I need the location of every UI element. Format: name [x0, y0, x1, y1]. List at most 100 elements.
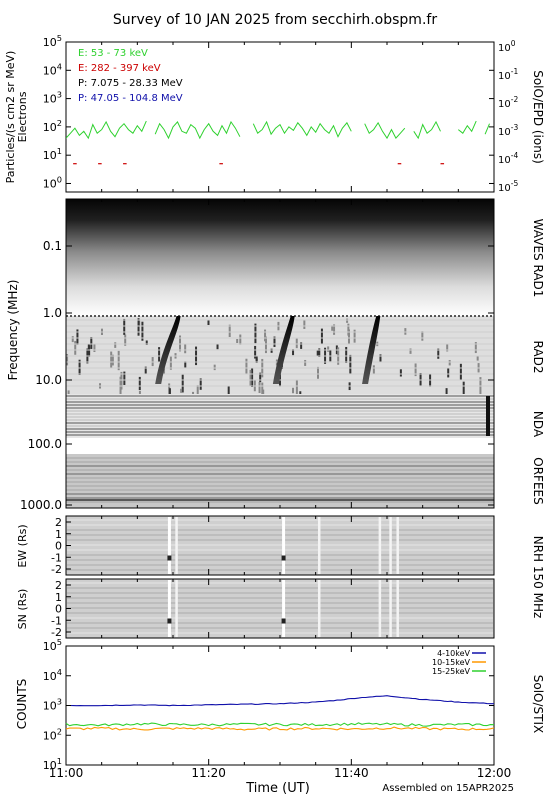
- rad2-feature: [300, 342, 303, 349]
- nrh-source: [167, 618, 172, 624]
- rad2-feature: [278, 370, 281, 387]
- nrh-sn-ylabel: SN (Rs): [16, 589, 29, 630]
- rad2-feature: [76, 329, 79, 345]
- particles-y2-tick-label: 10-3: [498, 123, 518, 138]
- rad2-feature: [379, 354, 382, 363]
- stix-right-title: SolO/STIX: [531, 675, 545, 734]
- rad2-feature: [168, 388, 171, 397]
- rad2-feature: [316, 366, 319, 379]
- stix-y-tick-label: 104: [43, 667, 62, 683]
- rad2-feature: [137, 318, 140, 336]
- rad2-feature: [158, 347, 161, 363]
- radio-y-tick-label: 1.0: [43, 306, 62, 320]
- radio-y-tick-label: 0.1: [43, 239, 62, 253]
- particles-y-tick-label: 102: [43, 118, 62, 134]
- rad2-feature: [459, 363, 462, 381]
- stix-y-tick-label: 103: [43, 697, 62, 713]
- nrh-y-tick-label: -1: [51, 551, 62, 564]
- rad2-feature: [117, 350, 120, 371]
- rad2-feature: [446, 343, 449, 352]
- rad2-feature: [327, 346, 330, 352]
- nrh-y-tick-label: 0: [55, 603, 62, 616]
- rad2-feature: [264, 336, 267, 354]
- rad2-feature: [78, 359, 81, 376]
- nrh-y-tick-label: 1: [55, 528, 62, 541]
- particles-y2-tick-label: 10-5: [498, 179, 518, 194]
- nrh-y-tick-label: -2: [51, 626, 62, 639]
- type-iii-burst: [272, 316, 295, 384]
- legend-e-high: E: 282 - 397 keV: [78, 63, 161, 74]
- stix-y-tick-label: 105: [43, 637, 62, 653]
- rad2-feature: [347, 329, 350, 345]
- time-tick-label: 11:40: [334, 766, 369, 780]
- rad2-feature: [421, 331, 424, 341]
- rad2-feature: [399, 369, 402, 377]
- particles-y-tick-label: 100: [43, 174, 62, 190]
- rad2-feature: [349, 354, 352, 374]
- rad2-feature: [372, 365, 375, 374]
- radio-y-tick-label: 10.0: [35, 373, 62, 387]
- rad2-feature: [207, 320, 210, 326]
- particles-y2-tick-label: 10-1: [498, 67, 518, 82]
- rad2-feature: [138, 376, 141, 391]
- rad2-feature: [479, 377, 482, 396]
- rad2-feature: [414, 363, 417, 377]
- rad2-feature: [145, 340, 148, 345]
- rad2-feature: [213, 364, 216, 371]
- rad2-feature: [353, 329, 356, 343]
- rad2-feature: [90, 337, 93, 349]
- rad2-feature: [87, 344, 90, 354]
- particles-y2-tick-label: 100: [498, 39, 516, 54]
- rad2-feature: [179, 335, 182, 352]
- particles-ylabel: Particles/(s cm2 sr MeV): [4, 51, 17, 184]
- series-e-low-line: [364, 121, 406, 140]
- rad2-feature: [254, 345, 257, 359]
- series-e-low-line: [66, 120, 147, 140]
- rad2-feature: [236, 339, 239, 344]
- label-rad2: RAD2: [531, 341, 545, 374]
- series-e-low-line: [413, 120, 441, 140]
- orfees-spectrogram: [66, 454, 494, 508]
- radio-y-tick-label: 100.0: [28, 437, 62, 451]
- rad2-feature: [111, 354, 114, 366]
- rad2-feature: [141, 321, 144, 341]
- legend-p-low: P: 7.075 - 28.33 MeV: [78, 78, 183, 89]
- rad2-feature: [437, 348, 440, 359]
- particles-ylabel-electrons: Electrons: [16, 91, 29, 142]
- legend-e-low: E: 53 - 73 keV: [78, 48, 148, 59]
- rad2-feature: [254, 323, 257, 344]
- rad2-feature: [264, 329, 267, 342]
- particles-y-tick-label: 103: [43, 90, 62, 106]
- rad2-feature: [93, 344, 96, 353]
- rad2-feature: [184, 361, 187, 368]
- stix-legend-15-25: 15-25keV: [432, 667, 471, 676]
- particles-panel: [65, 41, 495, 193]
- rad2-feature: [239, 334, 242, 345]
- nrh-y-tick-label: -1: [51, 614, 62, 627]
- stix-series-line: [65, 722, 495, 727]
- rad2-feature: [259, 372, 262, 383]
- particles-y2-tick-label: 10-4: [498, 151, 518, 166]
- label-orfees: ORFEES: [531, 457, 545, 504]
- rad2-feature: [123, 371, 126, 385]
- label-nda: NDA: [531, 411, 545, 438]
- rad2-feature: [447, 367, 450, 378]
- stix-ylabel: COUNTS: [15, 679, 29, 730]
- rad2-feature: [331, 325, 334, 331]
- rad2-feature: [448, 360, 451, 366]
- assembled-footer: Assembled on 15APR2025: [382, 783, 514, 794]
- stix-y-tick-label: 101: [43, 756, 62, 772]
- nrh-ew-ylabel: EW (Rs): [16, 524, 29, 567]
- rad2-feature: [292, 387, 295, 394]
- rad2-feature: [345, 346, 348, 363]
- rad2-feature: [295, 379, 298, 397]
- label-waves-rad1: WAVES RAD1: [531, 219, 545, 298]
- radio-gap: [66, 438, 494, 454]
- rad2-feature: [346, 318, 349, 323]
- nrh-y-tick-label: 0: [55, 540, 62, 553]
- series-e-low-line: [457, 120, 477, 134]
- rad2-feature: [270, 348, 273, 353]
- legend-p-high: P: 47.05 - 104.8 MeV: [78, 93, 183, 104]
- rad2-feature: [169, 356, 172, 370]
